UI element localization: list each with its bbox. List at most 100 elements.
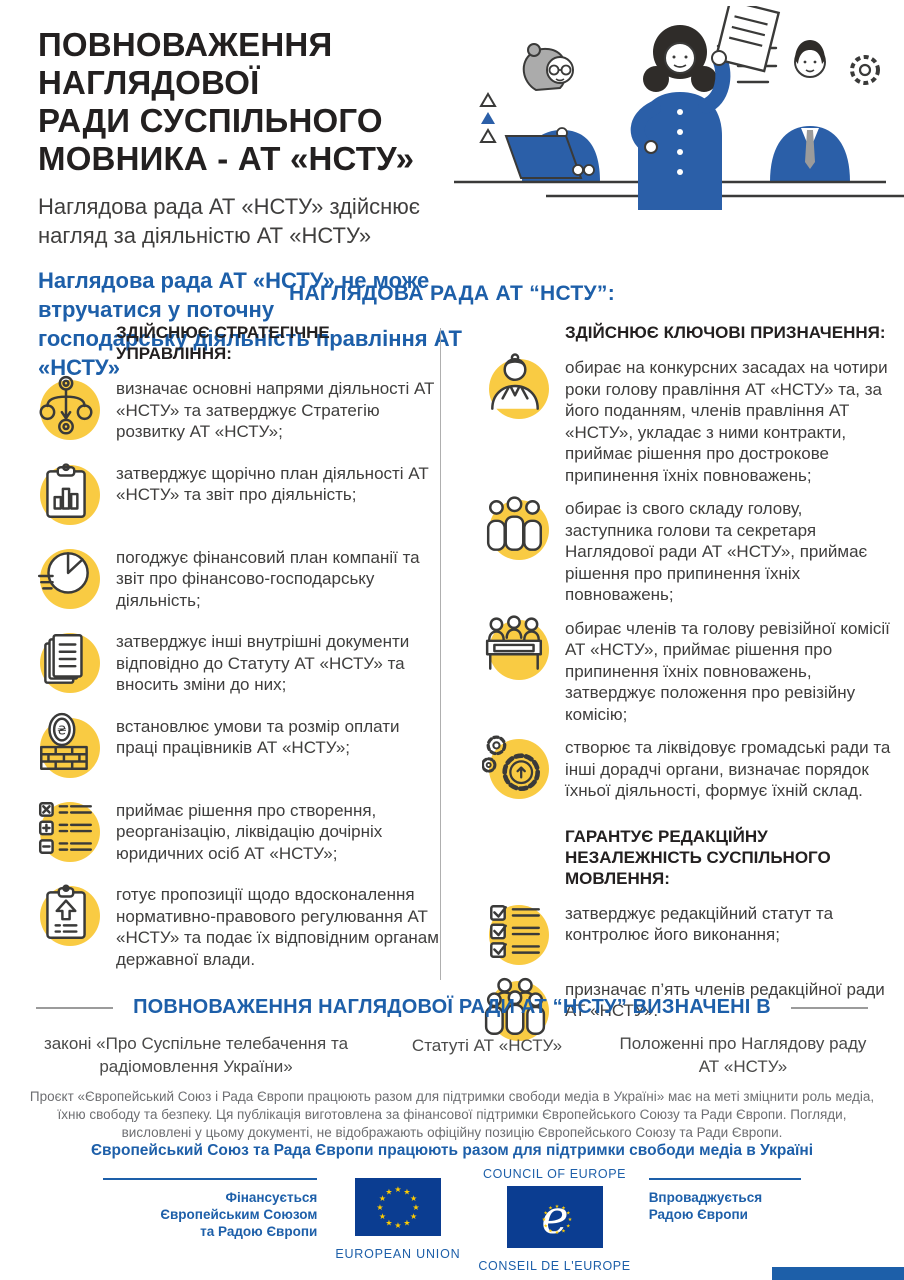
coe-logo-block: COUNCIL OF EUROPE e ★ ★ ★ ★ ★ ★ ★ ★ ★ ★ ★ ★ CONS…: [478, 1166, 630, 1274]
logos-row: Фінансується Європейським Союзом та Радо…: [0, 1166, 904, 1274]
svg-text:★: ★: [379, 1212, 386, 1221]
svg-text:★: ★: [543, 1224, 548, 1230]
board-heading: НАГЛЯДОВА РАДА АТ “НСТУ”:: [289, 282, 615, 305]
svg-text:★: ★: [394, 1185, 401, 1194]
svg-text:★: ★: [561, 1228, 566, 1234]
list-item: ₴ встановлює умови та розмір оплати прац…: [38, 712, 440, 780]
right-column-heading: ЗДІЙСНЮЄ КЛЮЧОВІ ПРИЗНАЧЕННЯ:: [565, 323, 886, 342]
strategic-management-column: ЗДІЙСНЮЄ СТРАТЕГІЧНЕ УПРАВЛІННЯ: визнача…: [37, 322, 440, 1043]
sources-heading: ПОВНОВАЖЕННЯ НАГЛЯДОВОЇ РАДИ АТ “НСТУ” В…: [36, 996, 869, 1019]
item-text: створює та ліквідовує громадські ради та…: [565, 738, 891, 800]
svg-text:★: ★: [376, 1203, 383, 1212]
svg-text:★: ★: [403, 1219, 410, 1228]
column-divider: [440, 328, 441, 980]
svg-text:★: ★: [566, 1224, 571, 1230]
source-regulation: Положенні про Наглядову раду АТ «НСТУ»: [619, 1034, 867, 1076]
svg-text:e: e: [541, 1190, 568, 1244]
powers-columns: ЗДІЙСНЮЄ СТРАТЕГІЧНЕ УПРАВЛІННЯ: визнача…: [37, 322, 893, 1043]
list-item: затверджує інші внутрішні документи відп…: [38, 631, 440, 696]
eu-flag-icon: ★ ★★ ★★★ ★★★ ★★★: [354, 1178, 441, 1236]
svg-text:★: ★: [385, 1219, 392, 1228]
editorial-checklist-icon: [487, 903, 551, 967]
audit-commission-desk-icon: [485, 614, 551, 682]
salary-coin-bricks-icon: ₴: [38, 712, 102, 780]
svg-text:★: ★: [561, 1206, 566, 1212]
svg-text:★: ★: [554, 1204, 559, 1210]
svg-text:★: ★: [548, 1228, 553, 1234]
heading-line-right: [790, 1006, 869, 1009]
officials-illustration: [454, 6, 904, 210]
list-item: визначає основні напрями діяльності АТ «…: [38, 375, 440, 443]
editorial-independence-heading: ГАРАНТУЄ РЕДАКЦІЙНУ НЕЗАЛЕЖНІСТЬ СУСПІЛЬ…: [565, 826, 831, 888]
list-item: обирає на конкурсних засадах на чотири р…: [487, 353, 893, 486]
item-text: затверджує щорічно план діяльності АТ «Н…: [116, 463, 429, 505]
svg-text:★: ★: [403, 1187, 410, 1196]
coe-label-top: COUNCIL OF EUROPE: [483, 1167, 627, 1181]
svg-text:₴: ₴: [57, 723, 67, 737]
svg-text:★: ★: [543, 1211, 548, 1217]
item-text: обирає членів та голову ревізійної коміс…: [565, 618, 890, 724]
implemented-by-label: Впроваджується Радою Європи: [648, 1178, 801, 1223]
list-item: призначає п’ять членів редакційної ради …: [484, 977, 893, 1043]
triangles-decoration-icon: [479, 92, 497, 143]
create-liquidate-list-icon: [38, 800, 102, 864]
svg-text:★: ★: [410, 1212, 417, 1221]
board-members-icon: [486, 496, 551, 562]
proposal-clipboard-icon: [38, 884, 102, 948]
list-item: створює та ліквідовує громадські ради та…: [482, 735, 893, 802]
svg-text:★: ★: [567, 1217, 572, 1223]
org-hierarchy-icon: [38, 375, 102, 442]
page-title: ПОВНОВАЖЕННЯ НАГЛЯДОВОЇ РАДИ СУСПІЛЬНОГО…: [38, 26, 415, 177]
annual-plan-chart-icon: [38, 462, 102, 527]
item-text: затверджує інші внутрішні документи відп…: [116, 632, 410, 694]
svg-text:★: ★: [554, 1230, 559, 1236]
man-in-suit-figure: [770, 40, 850, 182]
item-text: обирає на конкурсних засадах на чотири р…: [565, 358, 888, 485]
item-text: встановлює умови та розмір оплати праці …: [116, 716, 400, 758]
gears-icon: [482, 735, 551, 801]
svg-text:★: ★: [385, 1187, 392, 1196]
list-item: затверджує щорічно план діяльності АТ «Н…: [38, 462, 440, 527]
sources-row: законі «Про Суспільне телебачення та рад…: [36, 1032, 868, 1078]
eu-label: EUROPEAN UNION: [335, 1247, 461, 1261]
list-item: погоджує фінансовий план компанії та зві…: [37, 547, 440, 612]
disclaimer-text: Проєкт «Європейський Союз і Рада Європи …: [29, 1089, 875, 1140]
list-item: готує пропозиції щодо вдосконалення норм…: [38, 884, 440, 970]
list-item: затверджує редакційний статут та контрол…: [487, 903, 893, 967]
svg-text:★: ★: [566, 1211, 571, 1217]
page-subtitle: Наглядова рада АТ «НСТУ» здійснює нагляд…: [38, 194, 420, 248]
item-text: готує пропозиції щодо вдосконалення норм…: [116, 885, 439, 969]
list-item: обирає членів та голову ревізійної коміс…: [485, 614, 893, 726]
header: ПОВНОВАЖЕННЯ НАГЛЯДОВОЇ РАДИ СУСПІЛЬНОГО…: [38, 26, 508, 382]
list-item: обирає із свого складу голову, заступник…: [486, 496, 893, 606]
corner-accent-bar: [772, 1267, 904, 1280]
document-in-hand: [714, 6, 781, 73]
documents-stack-icon: [38, 631, 102, 695]
woman-with-document-figure: [630, 6, 781, 210]
item-text: приймає рішення про створення, реорганіз…: [116, 800, 383, 863]
list-item: приймає рішення про створення, реорганіз…: [38, 800, 440, 865]
svg-text:★: ★: [394, 1221, 401, 1230]
key-appointments-column: ЗДІЙСНЮЄ КЛЮЧОВІ ПРИЗНАЧЕННЯ: обирає на …: [441, 322, 893, 1043]
source-statute: Статуті АТ «НСТУ»: [411, 1036, 563, 1055]
svg-text:★: ★: [548, 1206, 553, 1212]
svg-text:★: ★: [412, 1203, 419, 1212]
svg-text:★: ★: [541, 1217, 546, 1223]
svg-text:★: ★: [379, 1194, 386, 1203]
item-text: обирає із свого складу голову, заступник…: [565, 499, 868, 604]
item-text: призначає п’ять членів редакційної ради …: [565, 979, 885, 1021]
coe-label-bottom: CONSEIL DE L'EUROPE: [478, 1259, 631, 1273]
heading-line-left: [36, 1006, 114, 1009]
footer-statement: Європейський Союз та Рада Європи працюют…: [90, 1142, 814, 1159]
finance-pie-chart-icon: [37, 547, 102, 611]
chairperson-icon: [487, 353, 551, 421]
svg-text:★: ★: [410, 1194, 417, 1203]
funded-by-label: Фінансується Європейським Союзом та Радо…: [103, 1178, 318, 1240]
gear-decoration-icon: [850, 55, 880, 85]
left-column-heading: ЗДІЙСНЮЄ СТРАТЕГІЧНЕ УПРАВЛІННЯ:: [116, 323, 330, 363]
editorial-board-people-icon: [484, 977, 551, 1043]
coe-logo-icon: e ★ ★★ ★★★ ★★★ ★★★: [506, 1186, 603, 1248]
item-text: визначає основні напрями діяльності АТ «…: [116, 379, 435, 441]
sources-heading-text: ПОВНОВАЖЕННЯ НАГЛЯДОВОЇ РАДИ АТ “НСТУ” В…: [133, 996, 771, 1018]
